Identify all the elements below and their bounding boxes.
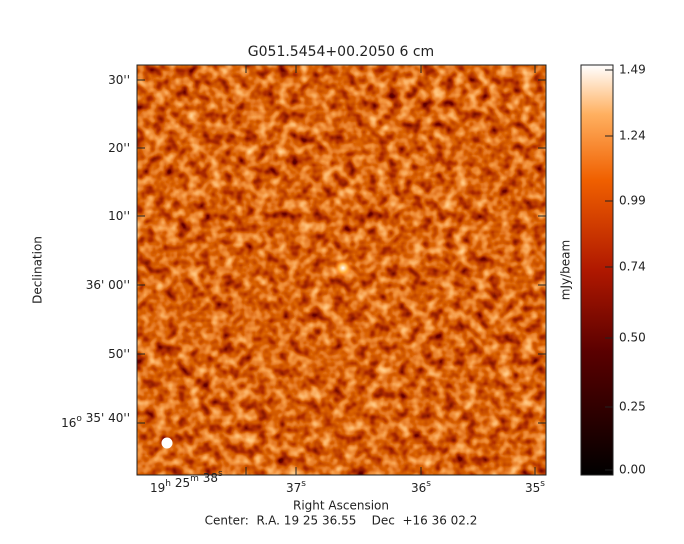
- x-tick-label: 19h 25m 38s: [150, 469, 223, 495]
- superscript: s: [540, 479, 545, 489]
- colorbar-tick-label: 0.50: [619, 331, 646, 345]
- y-tick-label: 50'': [108, 347, 130, 361]
- colorbar-label: mJy/beam: [559, 240, 573, 300]
- source: [334, 259, 352, 277]
- label-part: 38: [199, 471, 218, 485]
- x-tick-label: 37s: [286, 479, 306, 495]
- colorbar-tick-label: 1.24: [619, 129, 646, 143]
- label-part: 35: [525, 481, 540, 495]
- superscript: o: [76, 414, 82, 424]
- x-axis-label: Right Ascension: [293, 499, 389, 513]
- title: G051.5454+00.2050 6 cm: [248, 44, 434, 60]
- label-part: 20'': [108, 141, 130, 155]
- superscript: s: [426, 479, 431, 489]
- y-tick-label: 16o 35' 40'': [61, 411, 130, 430]
- colorbar-tick-label: 0.00: [619, 463, 646, 477]
- label-part: 35' 40'': [82, 411, 130, 425]
- superscript: h: [165, 479, 171, 489]
- colorbar-tick-label: 0.99: [619, 194, 646, 208]
- beam: [161, 437, 173, 449]
- superscript: s: [218, 469, 223, 479]
- frame: [136, 64, 547, 476]
- y-tick-label: 30'': [108, 73, 130, 87]
- label-part: 36' 00'': [86, 278, 130, 292]
- label-part: 37: [286, 481, 301, 495]
- colorbar-tick-label: 0.25: [619, 400, 646, 414]
- label-part: 36: [411, 481, 426, 495]
- y-tick-label: 36' 00'': [86, 278, 130, 292]
- label-part: 30'': [108, 73, 130, 87]
- label-part: 25: [171, 476, 190, 490]
- superscript: m: [190, 474, 199, 484]
- y-tick-label: 10'': [108, 209, 130, 223]
- label-part: 10'': [108, 209, 130, 223]
- colorbar-tick-label: 1.49: [619, 63, 646, 77]
- x-tick-label: 35s: [525, 479, 545, 495]
- label-part: 19: [150, 481, 165, 495]
- colorbar-tick-label: 0.74: [619, 260, 646, 274]
- colorbar: [580, 64, 614, 476]
- y-axis-label: Declination: [31, 236, 45, 304]
- axes: 30'' 20'' 10'' 36' 00'' 50'' 16o 35' 40'' 19h …: [61, 63, 646, 495]
- x-tick-label: 36s: [411, 479, 431, 495]
- center-label: Center: R.A. 19 25 36.55 Dec +16 36 02.2: [205, 514, 478, 528]
- label-part: 50'': [108, 347, 130, 361]
- label-part: 16: [61, 416, 76, 430]
- superscript: s: [301, 479, 306, 489]
- y-tick-label: 20'': [108, 141, 130, 155]
